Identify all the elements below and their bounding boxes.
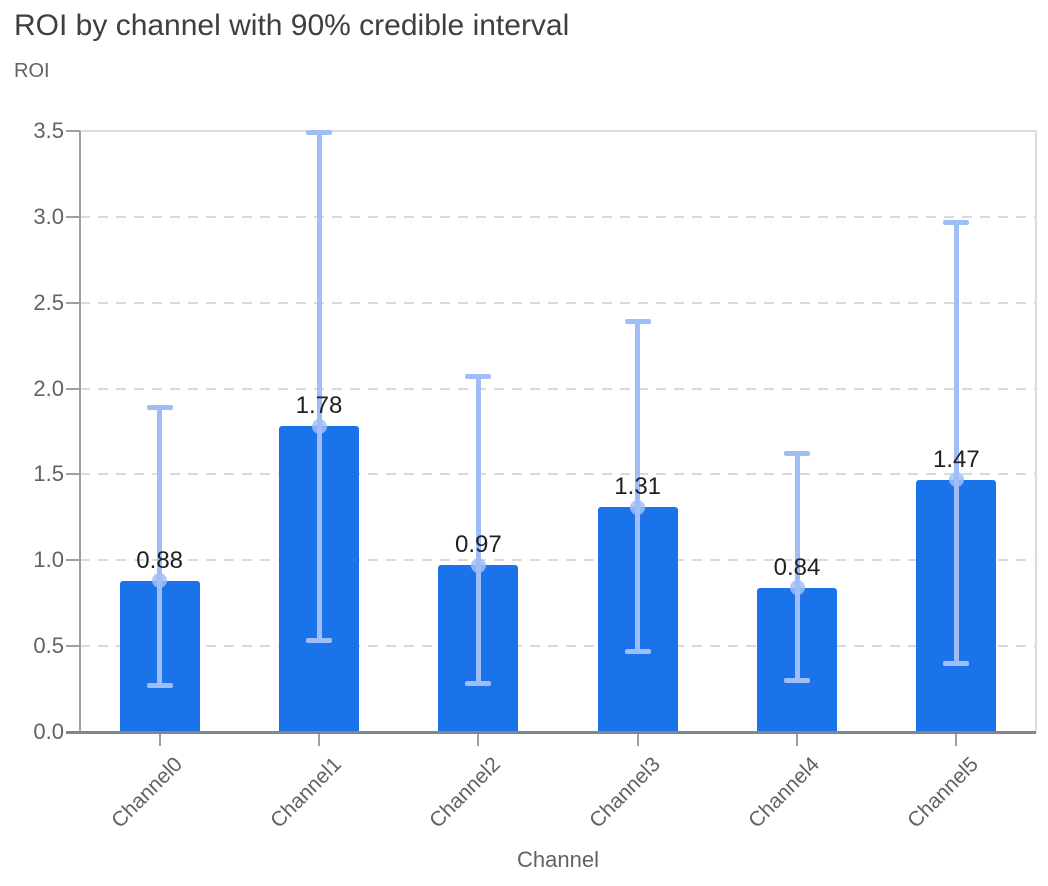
- x-tick-label: Channel5: [903, 752, 984, 833]
- x-axis-line: [66, 731, 1036, 734]
- x-tick-label: Channel0: [106, 752, 187, 833]
- error-bar-stem: [475, 376, 481, 684]
- y-tick-mark: [66, 559, 80, 562]
- error-bar-stem: [316, 132, 322, 641]
- error-bar-stem: [157, 407, 163, 686]
- bar-value-label: 0.84: [773, 553, 821, 581]
- error-bar-stem: [953, 222, 959, 664]
- x-tick-label: Channel4: [744, 752, 824, 833]
- error-bar-stem: [635, 321, 641, 652]
- y-tick-mark: [66, 387, 80, 390]
- bar-value-label: 0.97: [454, 531, 502, 559]
- x-tick-mark: [158, 734, 161, 746]
- y-tick-mark: [66, 473, 80, 476]
- x-tick-mark: [477, 734, 480, 746]
- x-axis-title: Channel: [517, 847, 599, 872]
- bar-value-label: 1.47: [932, 445, 980, 473]
- y-tick-label: 3.0: [33, 203, 64, 229]
- bar-value-label: 0.88: [136, 546, 184, 574]
- y-tick-label: 2.0: [33, 375, 64, 401]
- error-bar-cap-upper: [624, 319, 651, 325]
- mean-marker: [630, 499, 646, 515]
- x-tick-mark: [636, 734, 639, 746]
- bar-value-label: 1.78: [295, 392, 343, 420]
- plot-right-border: [1035, 131, 1037, 732]
- gridline: [80, 387, 1036, 390]
- y-tick-label: 1.0: [33, 547, 64, 573]
- bar-value-label: 1.31: [614, 473, 662, 501]
- chart-title: ROI by channel with 90% credible interva…: [14, 9, 570, 42]
- mean-marker: [311, 418, 327, 434]
- x-tick-label: Channel1: [266, 752, 346, 833]
- y-tick-label: 2.5: [33, 289, 64, 315]
- y-axis-title: ROI: [14, 60, 50, 82]
- mean-marker: [152, 573, 168, 589]
- gridline: [80, 215, 1036, 218]
- error-bar-cap-lower: [465, 681, 492, 687]
- gridline: [80, 301, 1036, 304]
- y-tick-label: 0.5: [33, 633, 64, 659]
- y-tick-label: 0.0: [33, 719, 64, 744]
- y-tick-mark: [66, 645, 80, 648]
- error-bar-cap-upper: [784, 451, 810, 457]
- y-tick-mark: [66, 215, 80, 218]
- y-axis-line: [79, 131, 81, 732]
- error-bar-cap-lower: [146, 683, 173, 689]
- gridline: [80, 559, 1036, 562]
- error-bar-cap-lower: [306, 638, 332, 644]
- gridline: [80, 645, 1036, 648]
- error-bar-cap-lower: [624, 648, 651, 654]
- y-tick-label: 3.5: [33, 118, 64, 143]
- error-bar-stem: [794, 453, 800, 681]
- x-tick-mark: [955, 734, 958, 746]
- error-bar-cap-upper: [465, 374, 492, 380]
- mean-marker: [948, 472, 964, 488]
- plot-top-border: [80, 130, 1036, 132]
- x-tick-mark: [318, 734, 320, 746]
- y-tick-mark: [66, 130, 80, 132]
- error-bar-cap-lower: [943, 660, 970, 666]
- y-tick-mark: [66, 301, 80, 304]
- gridline: [80, 473, 1036, 476]
- y-tick-label: 1.5: [33, 461, 64, 487]
- error-bar-cap-lower: [784, 677, 810, 683]
- error-bar-cap-upper: [943, 219, 970, 225]
- error-bar-cap-upper: [306, 130, 332, 136]
- x-tick-mark: [796, 734, 798, 746]
- mean-marker: [789, 580, 805, 596]
- mean-marker: [470, 557, 486, 573]
- error-bar-cap-upper: [146, 404, 173, 410]
